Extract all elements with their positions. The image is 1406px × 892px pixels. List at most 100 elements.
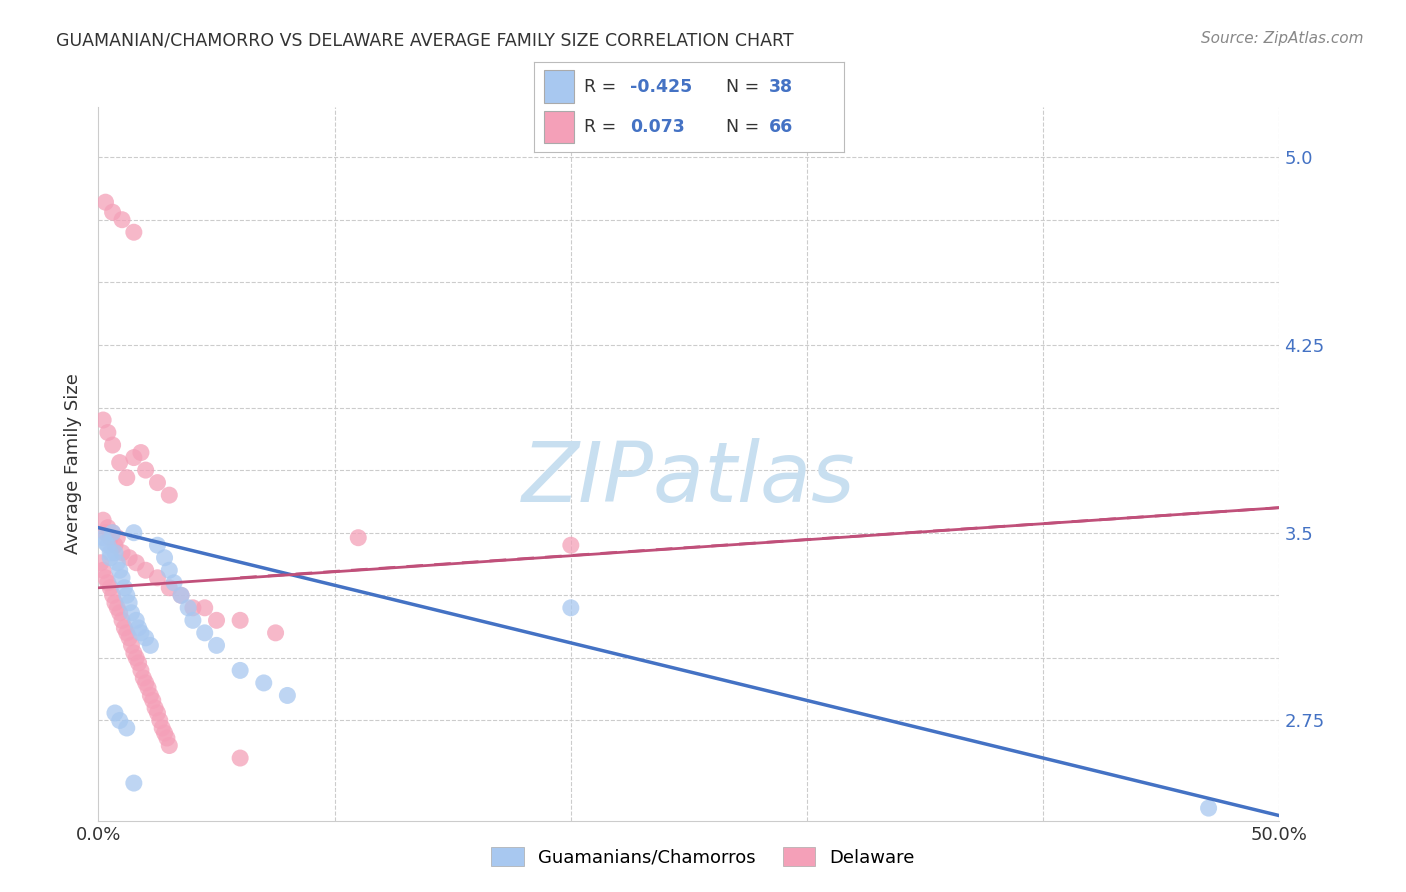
Point [139, 639, 162, 653]
Point [163, 575, 186, 590]
Point [157, 488, 180, 502]
Point [229, 751, 252, 765]
Point [560, 538, 582, 552]
Point [128, 656, 150, 670]
Point [194, 600, 217, 615]
Point [170, 588, 193, 602]
Legend: Guamanians/Chamorros, Delaware: Guamanians/Chamorros, Delaware [484, 840, 922, 874]
Point [98, 546, 121, 560]
Point [1198, 801, 1220, 815]
Point [146, 538, 169, 552]
Text: 0.073: 0.073 [630, 118, 685, 136]
Point [91, 413, 114, 427]
FancyBboxPatch shape [544, 70, 575, 103]
Point [121, 639, 143, 653]
Point [118, 550, 141, 565]
Point [125, 613, 148, 627]
Point [122, 776, 145, 790]
Point [115, 470, 138, 484]
Point [97, 521, 120, 535]
Point [98, 531, 121, 545]
Point [97, 425, 120, 440]
Point [135, 631, 157, 645]
Point [156, 731, 179, 745]
Point [118, 596, 141, 610]
Point [253, 676, 276, 690]
Point [149, 714, 172, 728]
Point [122, 225, 145, 239]
Point [135, 463, 157, 477]
Point [347, 531, 370, 545]
Point [122, 450, 145, 465]
Point [229, 613, 252, 627]
FancyBboxPatch shape [544, 111, 575, 143]
Point [105, 600, 128, 615]
Point [146, 706, 169, 720]
Point [157, 581, 180, 595]
Point [157, 563, 180, 577]
Point [104, 538, 127, 552]
Point [108, 563, 131, 577]
Y-axis label: Average Family Size: Average Family Size [65, 374, 83, 554]
Point [205, 613, 228, 627]
Text: R =: R = [583, 78, 621, 95]
Point [229, 664, 252, 678]
Point [177, 600, 200, 615]
Point [146, 475, 169, 490]
Point [98, 550, 121, 565]
Text: 38: 38 [769, 78, 793, 95]
Text: Source: ZipAtlas.com: Source: ZipAtlas.com [1201, 31, 1364, 46]
Point [115, 588, 138, 602]
Point [101, 525, 124, 540]
Point [181, 600, 204, 615]
Point [135, 563, 157, 577]
Point [264, 625, 287, 640]
Point [108, 714, 131, 728]
Point [135, 676, 157, 690]
Point [94, 571, 117, 585]
Point [91, 531, 114, 545]
Point [122, 646, 145, 660]
Point [121, 606, 143, 620]
Point [98, 581, 121, 595]
Point [136, 681, 159, 695]
Text: ZIPatlas: ZIPatlas [522, 438, 856, 518]
Point [139, 689, 162, 703]
Point [125, 556, 148, 570]
Point [104, 546, 127, 560]
Point [129, 445, 152, 459]
Point [560, 600, 582, 615]
Point [142, 693, 165, 707]
Point [90, 556, 112, 570]
Point [112, 621, 135, 635]
Point [101, 588, 124, 602]
Point [146, 571, 169, 585]
Point [170, 588, 193, 602]
Point [97, 575, 120, 590]
Point [111, 571, 134, 585]
Point [105, 556, 128, 570]
Text: 66: 66 [769, 118, 793, 136]
Point [125, 651, 148, 665]
Point [91, 563, 114, 577]
Point [115, 625, 138, 640]
Point [112, 581, 135, 595]
Point [101, 525, 124, 540]
Text: GUAMANIAN/CHAMORRO VS DELAWARE AVERAGE FAMILY SIZE CORRELATION CHART: GUAMANIAN/CHAMORRO VS DELAWARE AVERAGE F… [56, 31, 794, 49]
Point [108, 606, 131, 620]
Point [111, 613, 134, 627]
Point [129, 625, 152, 640]
Point [101, 205, 124, 219]
Point [94, 525, 117, 540]
Point [132, 671, 155, 685]
Point [276, 689, 298, 703]
Point [122, 525, 145, 540]
Point [97, 538, 120, 552]
Point [194, 625, 217, 640]
Point [205, 639, 228, 653]
Point [101, 438, 124, 452]
Point [111, 212, 134, 227]
Point [157, 739, 180, 753]
Text: N =: N = [725, 118, 765, 136]
Text: N =: N = [725, 78, 765, 95]
